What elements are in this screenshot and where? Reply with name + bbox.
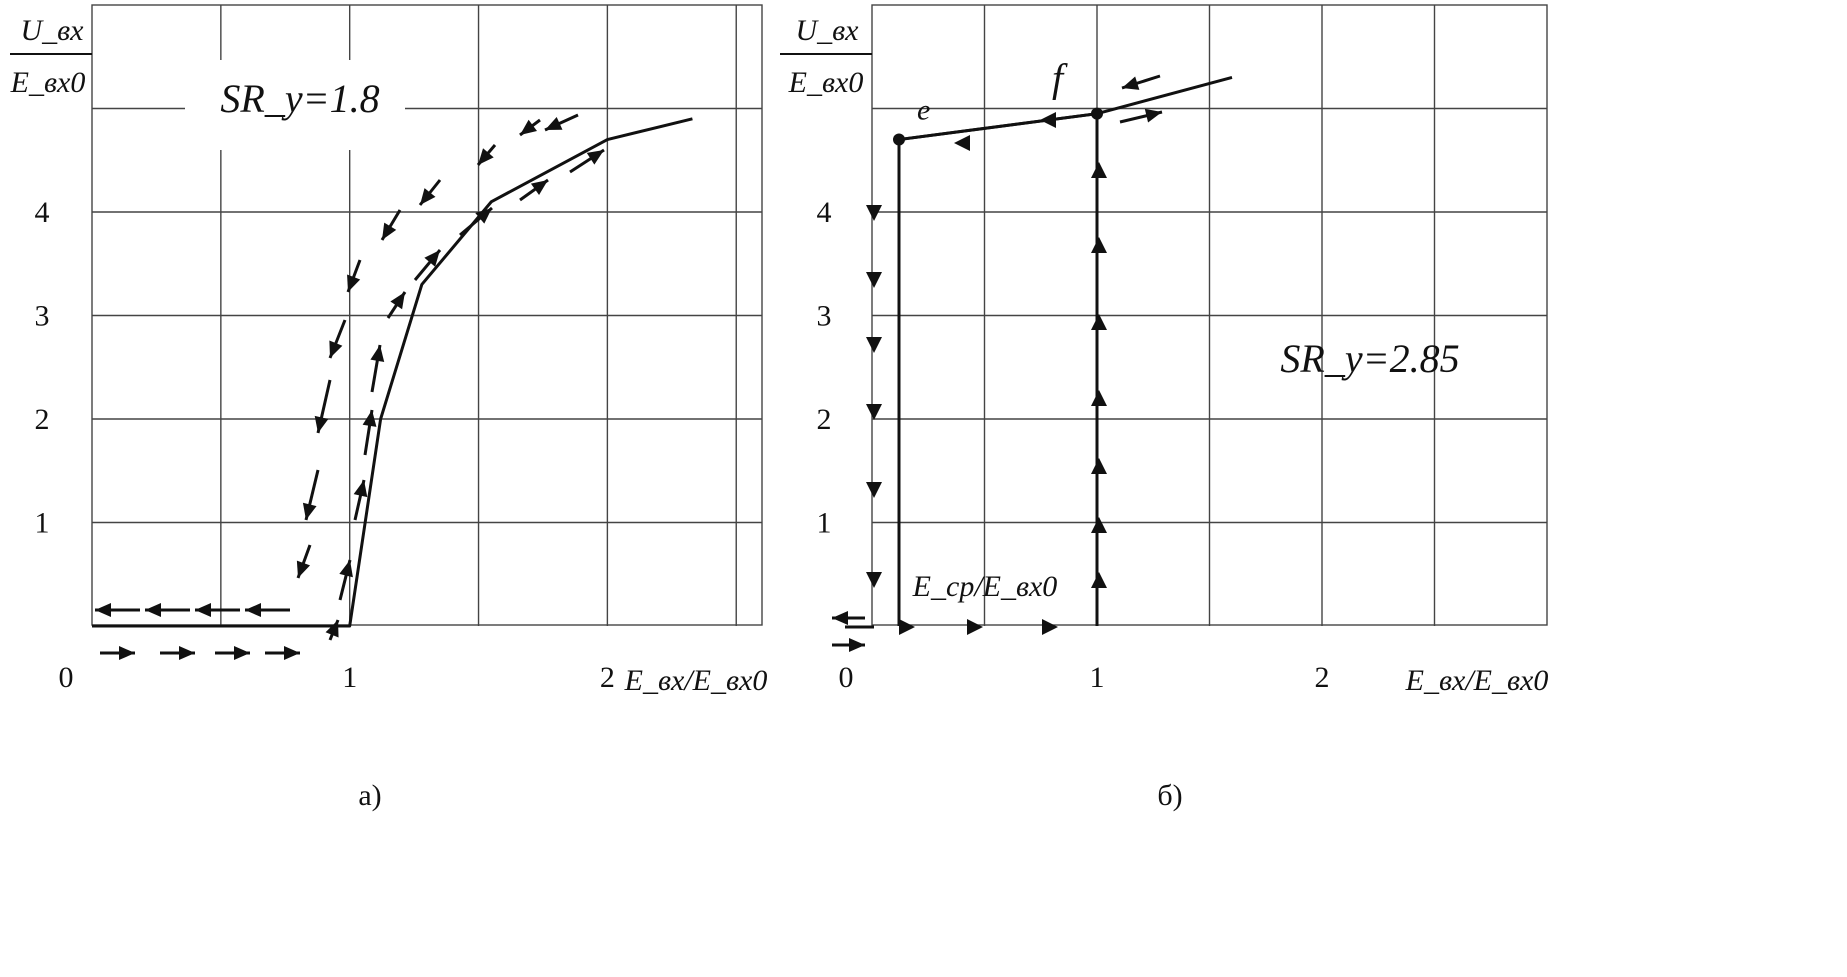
panel-a-ticks: 0 1 2 1 2 3 4 [35, 196, 615, 694]
direction-arrowhead [899, 619, 915, 635]
direction-arrow [519, 178, 549, 202]
panel-a: U_вх E_вх0 SR_y=1.8 E_вх/E_вх0 0 1 2 1 2 3 4 а… [10, 4, 768, 812]
direction-arrowhead [866, 404, 882, 420]
direction-arrowhead [1091, 314, 1107, 330]
direction-arrow [296, 544, 312, 579]
direction-arrow [325, 619, 340, 641]
panel-a-annotation-bg [185, 60, 405, 150]
direction-arrow [95, 603, 140, 617]
direction-arrow [302, 469, 320, 521]
direction-arrowhead [1091, 237, 1107, 253]
panel-a-grid [92, 5, 762, 626]
direction-arrowhead [1091, 458, 1107, 474]
panel-b-x-tick-label: 2 [1315, 661, 1330, 694]
direction-arrow [265, 646, 300, 660]
direction-arrow [1121, 74, 1161, 90]
panel-a-annotation: SR_y=1.8 [220, 76, 379, 121]
direction-arrow [380, 209, 402, 241]
panel-a-y-tick-label: 1 [35, 507, 50, 540]
panel-b-curves [897, 76, 1233, 626]
panel-a-curves [92, 117, 693, 628]
direction-arrow [160, 646, 195, 660]
direction-arrowhead [1042, 619, 1058, 635]
direction-arrow [459, 206, 493, 237]
direction-arrow [328, 319, 347, 359]
direction-arrow [386, 291, 407, 319]
direction-arrow [519, 118, 541, 137]
panel-a-caption: а) [358, 779, 381, 812]
panel-b-series-line [897, 112, 1099, 626]
direction-arrowhead [1091, 162, 1107, 178]
panel-a-direction-arrows [95, 113, 605, 660]
direction-arrowhead [866, 205, 882, 221]
direction-arrow [195, 603, 240, 617]
point-e [893, 133, 905, 146]
panel-b: U_вх E_вх0 SR_y=2.85 E_ср/E_вх0 E_вх/E_в… [780, 4, 1549, 812]
direction-arrow [413, 249, 442, 281]
panel-b-y-tick-label: 3 [817, 300, 832, 333]
panel-b-grid [872, 5, 1547, 626]
direction-arrow [832, 638, 865, 652]
point-label-f: f [1052, 56, 1068, 101]
direction-arrow [418, 179, 442, 206]
direction-arrow [215, 646, 250, 660]
direction-arrowhead [967, 619, 983, 635]
panel-a-x-tick-label: 2 [600, 661, 615, 694]
panel-b-ylabel-denominator: E_вх0 [788, 66, 864, 99]
direction-arrow [353, 479, 368, 521]
panel-b-ylabel-numerator: U_вх [795, 14, 859, 47]
direction-arrow [245, 603, 290, 617]
panel-b-x-tick-label: 0 [839, 661, 854, 694]
panel-a-ylabel-denominator: E_вх0 [10, 66, 86, 99]
direction-arrow [100, 646, 135, 660]
panel-b-y-tick-label: 4 [817, 196, 832, 229]
direction-arrow [832, 611, 865, 625]
direction-arrow [145, 603, 190, 617]
panel-a-y-tick-label: 2 [35, 403, 50, 436]
direction-arrowhead [1091, 517, 1107, 533]
panel-b-x-tick-label: 1 [1090, 661, 1105, 694]
direction-arrow [370, 344, 385, 393]
panel-b-y-tick-label: 2 [817, 403, 832, 436]
direction-arrowhead [1040, 112, 1056, 128]
panel-b-xlabel: E_вх/E_вх0 [1405, 664, 1549, 697]
panel-b-points: ef [893, 56, 1103, 146]
panel-b-ticks: 0 1 2 1 2 3 4 [817, 196, 1330, 694]
direction-arrow [338, 559, 353, 601]
point-label-e: e [917, 94, 930, 127]
direction-arrowhead [866, 337, 882, 353]
direction-arrowhead [866, 272, 882, 288]
panel-a-y-tick-label: 4 [35, 196, 50, 229]
panel-b-y-tick-label: 1 [817, 507, 832, 540]
panel-a-ylabel-numerator: U_вх [20, 14, 84, 47]
direction-arrow [569, 148, 605, 174]
panel-b-direction-arrows [832, 74, 1163, 652]
direction-arrowhead [1091, 390, 1107, 406]
direction-arrowhead [866, 482, 882, 498]
direction-arrowhead [866, 572, 882, 588]
panel-a-x-tick-label: 0 [59, 661, 74, 694]
direction-arrow [314, 379, 332, 434]
panel-a-y-tick-label: 3 [35, 300, 50, 333]
panel-b-inner-label: E_ср/E_вх0 [912, 570, 1058, 603]
panel-b-caption: б) [1157, 779, 1182, 812]
direction-arrow [346, 259, 362, 293]
direction-arrow [544, 113, 579, 132]
direction-arrow [1119, 108, 1163, 124]
direction-arrowhead [1091, 572, 1107, 588]
panel-a-x-tick-label: 1 [342, 661, 357, 694]
panel-b-annotation: SR_y=2.85 [1280, 336, 1459, 381]
direction-arrow [476, 144, 497, 166]
direction-arrowhead [954, 135, 970, 151]
panel-a-series-line [92, 117, 693, 628]
direction-arrow [362, 409, 377, 456]
point-f [1091, 107, 1103, 120]
panel-a-xlabel: E_вх/E_вх0 [624, 664, 768, 697]
